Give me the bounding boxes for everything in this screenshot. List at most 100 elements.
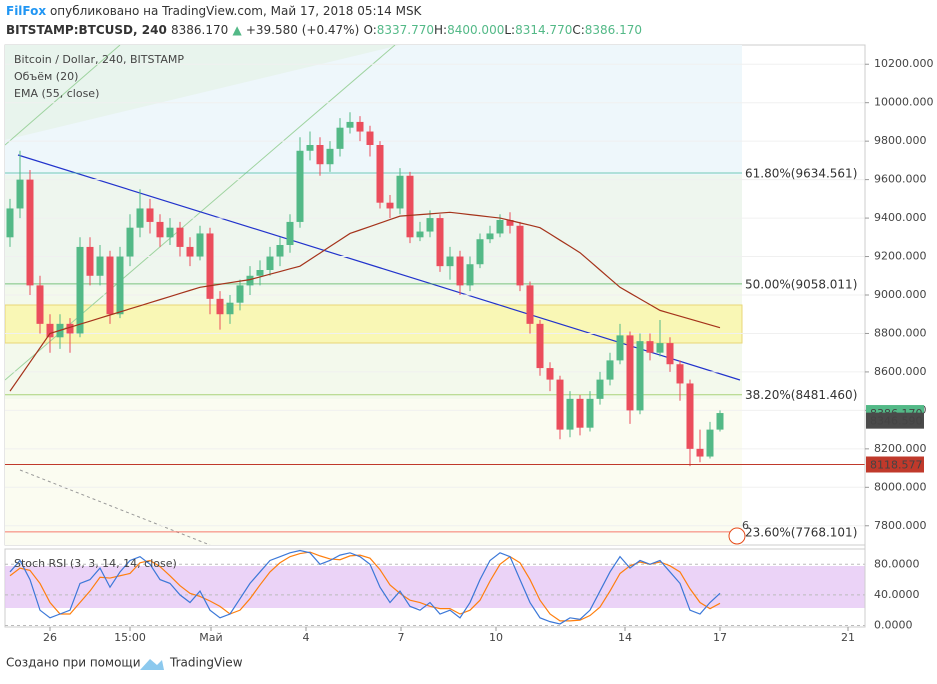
stoch-band: [5, 566, 865, 608]
candle-body: [406, 175, 414, 238]
candle-body: [196, 233, 204, 257]
candle-body: [386, 202, 394, 209]
symbol: BITSTAMP:BTCUSD, 240: [6, 23, 167, 37]
candle-body: [86, 246, 94, 276]
candle-body: [656, 343, 664, 353]
candle-body: [376, 145, 384, 203]
fib-label: 61.80%(9634.561): [745, 166, 857, 180]
candle-body: [476, 239, 484, 265]
candle-body: [226, 302, 234, 315]
candle-body: [616, 335, 624, 361]
candle-body: [116, 256, 124, 315]
candle-body: [136, 208, 144, 228]
candle-body: [176, 227, 184, 247]
legend-item: EMA (55, close): [14, 87, 99, 100]
y-tick-label: 8200.000: [874, 442, 927, 455]
candle-body: [466, 264, 474, 286]
y-tick-label: 7800.000: [874, 519, 927, 532]
candle-body: [546, 368, 554, 380]
candle-body: [706, 429, 714, 457]
ohlc-label: L:: [504, 23, 515, 37]
candle-body: [106, 256, 114, 315]
y-tick-label: 9400.000: [874, 211, 927, 224]
candle-body: [686, 383, 694, 449]
candle-body: [626, 335, 634, 411]
price-tag-label: 8118.577: [870, 459, 923, 472]
price-tag: [866, 412, 924, 429]
x-tick-label: Май: [199, 631, 222, 644]
candle-body: [296, 150, 304, 222]
candle-body: [166, 227, 174, 238]
candle-body: [256, 270, 264, 276]
ema-line: [9, 211, 721, 392]
ohlc-label: C:: [572, 23, 584, 37]
fib-label: 38.20%(8481.460): [745, 388, 857, 402]
x-tick-label: 10: [489, 631, 503, 644]
candle-body: [606, 360, 614, 380]
candle-body: [596, 379, 604, 399]
x-tick-label: 7: [398, 631, 405, 644]
last: 8386.170: [171, 23, 228, 37]
y-tick-label: 8600.000: [874, 365, 927, 378]
badge-icon[interactable]: [728, 527, 746, 545]
ohlc-label: H:: [434, 23, 447, 37]
candle-body: [346, 121, 354, 128]
published: опубликовано на TradingView.com, Май 17,…: [50, 4, 423, 18]
x-tick-label: 4: [303, 631, 310, 644]
legend-item: Bitcoin / Dollar, 240, BITSTAMP: [14, 53, 184, 66]
candle-body: [316, 145, 324, 165]
badge[interactable]: 6: [742, 519, 749, 532]
candle-body: [566, 398, 574, 430]
y-tick-label: 8000.000: [874, 480, 927, 493]
candle-body: [366, 131, 374, 145]
candle-body: [496, 220, 504, 234]
candle-body: [126, 227, 134, 257]
candle-body: [16, 179, 24, 209]
change: +39.580 (+0.47%): [246, 23, 359, 37]
candle-body: [556, 379, 564, 430]
candle-body: [156, 221, 164, 238]
candle-body: [506, 220, 514, 226]
candle-body: [716, 413, 724, 430]
candle-body: [146, 208, 154, 222]
fib-label: 23.60%(7768.101): [745, 525, 857, 539]
tv-logo: [140, 659, 164, 670]
candle-body: [426, 218, 434, 232]
candle-body: [276, 245, 284, 257]
y-tick-label: 40.0000: [874, 588, 920, 601]
candle-body: [676, 364, 684, 384]
footer-brand[interactable]: TradingView: [169, 656, 243, 670]
y-tick-label: 9000.000: [874, 288, 927, 301]
candle-body: [576, 398, 584, 428]
legend-item: Объём (20): [14, 70, 78, 83]
candle-body: [526, 285, 534, 324]
candle-body: [326, 148, 334, 165]
x-tick-label: 17: [713, 631, 727, 644]
ohlc-label: O:: [363, 23, 376, 37]
candle-body: [286, 221, 294, 245]
candle-body: [266, 256, 274, 270]
candle-body: [396, 175, 404, 209]
ohlc-value: 8386.170: [585, 23, 642, 37]
y-tick-label: 10200.000: [874, 57, 934, 70]
y-tick-label: 8800.000: [874, 326, 927, 339]
symbol-line: BITSTAMP:BTCUSD, 240 8386.170 ▲ +39.580 …: [6, 23, 642, 37]
candle-body: [306, 145, 314, 151]
candle-body: [26, 179, 34, 286]
candle-body: [216, 298, 224, 315]
y-tick-label: 9800.000: [874, 134, 927, 147]
candle-body: [436, 218, 444, 267]
ohlc-value: 8400.000: [447, 23, 504, 37]
y-tick-label: 0.0000: [874, 618, 913, 631]
price-tag-label: 8346.590: [870, 415, 923, 428]
candle-body: [76, 246, 84, 334]
candle-body: [336, 127, 344, 149]
header-line: FilFox опубликовано на TradingView.com, …: [6, 4, 423, 18]
candle-body: [446, 256, 454, 267]
ohlc-value: 8337.770: [377, 23, 434, 37]
candle-body: [246, 275, 254, 286]
candle-body: [456, 256, 464, 286]
price-tag: [866, 456, 924, 473]
candle-body: [666, 343, 674, 365]
candle-body: [96, 256, 104, 276]
